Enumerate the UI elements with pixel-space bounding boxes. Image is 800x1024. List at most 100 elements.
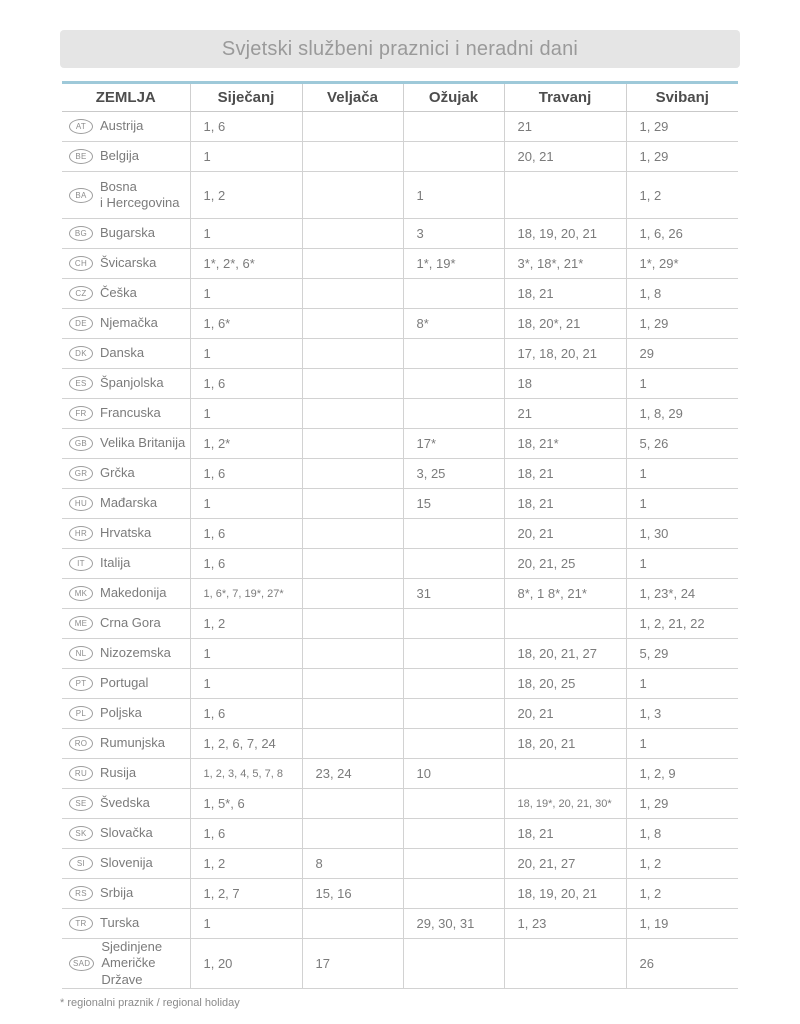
month-cell: 18, 21 [503, 488, 626, 519]
country-name: Rumunjska [100, 735, 166, 751]
month-cell [402, 938, 504, 989]
country-name: Velika Britanija [100, 435, 186, 451]
table-row: BA Bosna i Hercegovina 1, 2 1 1, 2 [62, 171, 738, 219]
month-cell: 31 [402, 578, 504, 609]
month-cell: 20, 21, 25 [503, 548, 626, 579]
month-cell [402, 788, 504, 819]
country-name: Danska [100, 345, 145, 361]
month-cell: 18, 19*, 20, 21, 30* [503, 788, 626, 819]
country-code-badge: AT [69, 119, 93, 134]
country-name: Slovenija [100, 855, 153, 871]
month-cell [301, 908, 403, 939]
country-cell: GB Velika Britanija [62, 428, 190, 459]
table-row: RU Rusija 1, 2, 3, 4, 5, 7, 8 23, 24 10 1, 2,… [62, 758, 738, 789]
column-header-april: Travanj [503, 81, 626, 112]
month-cell: 18, 19, 20, 21 [503, 878, 626, 909]
country-cell: HR Hrvatska [62, 518, 190, 549]
table-row: CZ Češka 1 18, 21 1, 8 [62, 278, 738, 309]
month-cell: 1, 6, 26 [625, 218, 738, 249]
month-cell [301, 668, 403, 699]
country-name: Austrija [100, 118, 144, 134]
month-cell: 1 [189, 908, 302, 939]
month-cell: 8*, 1 8*, 21* [503, 578, 626, 609]
table-row: MK Makedonija 1, 6*, 7, 19*, 27* 31 8*, 1 8*… [62, 578, 738, 609]
month-cell [402, 728, 504, 759]
country-code-badge: CZ [69, 286, 93, 301]
month-cell [301, 728, 403, 759]
country-name: Nizozemska [100, 645, 171, 661]
country-code-badge: ME [69, 616, 93, 631]
country-code-badge: SK [69, 826, 93, 841]
table-row: GB Velika Britanija 1, 2* 17* 18, 21* 5, 26 [62, 428, 738, 459]
month-cell: 17, 18, 20, 21 [503, 338, 626, 369]
country-cell: SE Švedska [62, 788, 190, 819]
month-cell: 18, 20, 21, 27 [503, 638, 626, 669]
month-cell: 1, 2 [189, 171, 302, 219]
country-cell: RS Srbija [62, 878, 190, 909]
month-cell [301, 458, 403, 489]
month-cell: 15, 16 [301, 878, 403, 909]
country-code-badge: TR [69, 916, 93, 931]
country-name: Sjedinjene Američke Države [101, 939, 163, 987]
table-row: RO Rumunjska 1, 2, 6, 7, 24 18, 20, 21 1 [62, 728, 738, 759]
month-cell: 18, 21 [503, 278, 626, 309]
month-cell: 1, 6 [189, 698, 302, 729]
table-row: SE Švedska 1, 5*, 6 18, 19*, 20, 21, 30* 1, … [62, 788, 738, 819]
table-row: HU Mađarska 1 15 18, 21 1 [62, 488, 738, 519]
country-code-badge: GB [69, 436, 93, 451]
country-name: Hrvatska [100, 525, 152, 541]
country-name: Slovačka [100, 825, 153, 841]
month-cell [402, 638, 504, 669]
month-cell: 3 [402, 218, 504, 249]
month-cell: 18, 20, 21 [503, 728, 626, 759]
month-cell: 1 [189, 488, 302, 519]
table-row: SI Slovenija 1, 2 8 20, 21, 27 1, 2 [62, 848, 738, 879]
month-cell: 1, 8, 29 [625, 398, 738, 429]
month-cell: 23, 24 [301, 758, 403, 789]
month-cell: 18, 21 [503, 818, 626, 849]
month-cell: 18, 21 [503, 458, 626, 489]
country-cell: TR Turska [62, 908, 190, 939]
country-name: Bugarska [100, 225, 155, 241]
month-cell: 1, 2 [625, 878, 738, 909]
table-row: CH Švicarska 1*, 2*, 6* 1*, 19* 3*, 18*, 21*… [62, 248, 738, 279]
table-row: DE Njemačka 1, 6* 8* 18, 20*, 21 1, 29 [62, 308, 738, 339]
month-cell [402, 398, 504, 429]
page-title: Svjetski službeni praznici i neradni dan… [60, 30, 740, 68]
table-row: FR Francuska 1 21 1, 8, 29 [62, 398, 738, 429]
country-name: Grčka [100, 465, 135, 481]
month-cell: 1 [402, 171, 504, 219]
country-code-badge: CH [69, 256, 93, 271]
country-cell: BG Bugarska [62, 218, 190, 249]
table-row: BG Bugarska 1 3 18, 19, 20, 21 1, 6, 26 [62, 218, 738, 249]
country-cell: IT Italija [62, 548, 190, 579]
country-code-badge: GR [69, 466, 93, 481]
month-cell: 1, 2, 7 [189, 878, 302, 909]
table-row: AT Austrija 1, 6 21 1, 29 [62, 111, 738, 142]
month-cell: 8* [402, 308, 504, 339]
month-cell [301, 141, 403, 172]
month-cell: 1, 2, 9 [625, 758, 738, 789]
month-cell: 1 [625, 728, 738, 759]
country-cell: PL Poljska [62, 698, 190, 729]
month-cell [301, 308, 403, 339]
month-cell: 18, 20, 25 [503, 668, 626, 699]
month-cell: 20, 21, 27 [503, 848, 626, 879]
month-cell: 1, 6 [189, 458, 302, 489]
month-cell: 1, 2 [625, 848, 738, 879]
country-cell: RO Rumunjska [62, 728, 190, 759]
month-cell: 15 [402, 488, 504, 519]
month-cell [402, 698, 504, 729]
country-code-badge: RO [69, 736, 93, 751]
table-row: GR Grčka 1, 6 3, 25 18, 21 1 [62, 458, 738, 489]
country-code-badge: NL [69, 646, 93, 661]
month-cell: 1 [625, 458, 738, 489]
country-cell: SK Slovačka [62, 818, 190, 849]
month-cell [301, 638, 403, 669]
month-cell [301, 518, 403, 549]
month-cell: 1, 2 [625, 171, 738, 219]
country-code-badge: PT [69, 676, 93, 691]
month-cell [301, 818, 403, 849]
country-cell: RU Rusija [62, 758, 190, 789]
